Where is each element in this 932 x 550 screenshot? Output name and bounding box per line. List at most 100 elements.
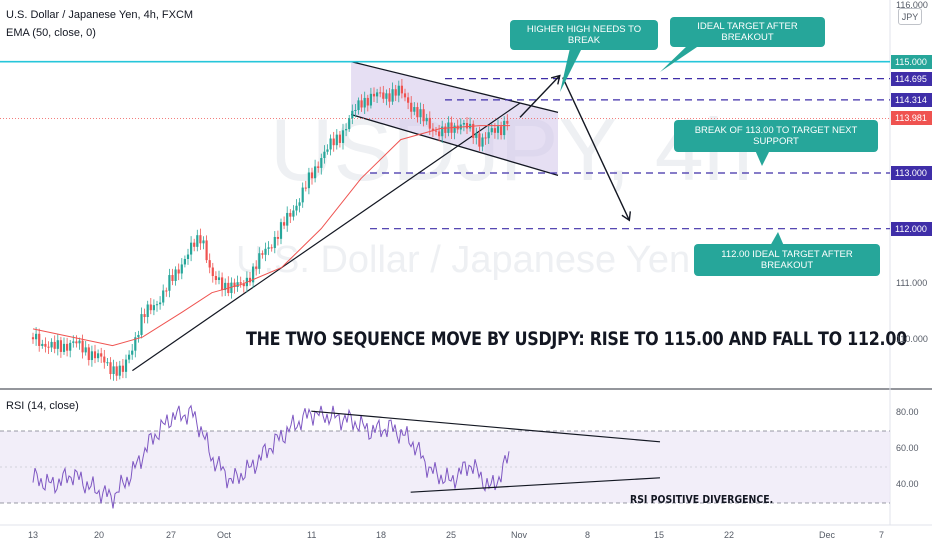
candle-body: [478, 133, 481, 147]
candle-body: [248, 277, 252, 283]
candle-body: [273, 236, 276, 249]
candle-body: [314, 166, 317, 179]
time-axis-tick: 20: [94, 530, 105, 540]
candle-body: [345, 129, 348, 131]
candle-body: [90, 351, 93, 361]
watermark-name: U.S. Dollar / Japanese Yen: [236, 239, 690, 281]
candle-body: [171, 275, 174, 281]
candle-body: [506, 120, 509, 124]
candle-body: [407, 97, 410, 103]
candle-body: [382, 92, 385, 99]
candle-body: [357, 100, 360, 111]
candle-body: [444, 126, 447, 133]
candle-body: [252, 266, 255, 283]
candle-body: [496, 126, 500, 133]
candle-body: [72, 341, 75, 343]
candle-body: [81, 340, 84, 353]
candle-body: [372, 93, 376, 97]
candle-body: [354, 110, 357, 112]
candle-body: [267, 247, 270, 249]
candle-body: [472, 123, 475, 138]
candle-body: [134, 337, 137, 351]
candle-body: [236, 282, 239, 287]
callout-break-113: BREAK OF 113.00 TO TARGET NEXT SUPPORT: [674, 120, 878, 152]
candle-body: [301, 187, 304, 203]
candle-body: [422, 109, 425, 122]
candle-body: [174, 269, 177, 281]
time-axis-tick: 8: [585, 530, 591, 540]
candle-body: [441, 126, 444, 137]
rsi-legend: RSI (14, close): [6, 400, 79, 412]
headline: THE TWO SEQUENCE MOVE BY USDJPY: RISE TO…: [246, 329, 907, 350]
ema-line: [32, 125, 511, 347]
price-pane: [0, 0, 890, 388]
candle-body: [490, 128, 493, 133]
candle-body: [379, 92, 382, 94]
candle-body: [31, 337, 35, 340]
candle-body: [298, 202, 301, 206]
candle-body: [221, 277, 224, 291]
time-axis-tick: 11: [307, 530, 317, 540]
candle-body: [38, 333, 41, 346]
price-tag-113.981: 113.981: [891, 111, 932, 126]
candle-body: [180, 264, 183, 274]
rsi-line: [32, 404, 510, 509]
candle-body: [131, 350, 134, 355]
channel-lower-line: [350, 113, 559, 176]
price-axis-tick: 111.000: [896, 278, 928, 289]
ema-legend: EMA (50, close, 0): [6, 27, 96, 39]
candle-body: [205, 240, 208, 261]
rsi-divergence-upper: [311, 410, 661, 443]
candle-body: [317, 166, 320, 168]
candle-body: [295, 205, 298, 211]
candle-body: [143, 314, 146, 318]
candle-body: [106, 362, 109, 364]
candle-body: [224, 282, 227, 291]
candle-body: [84, 347, 87, 353]
candle-body: [186, 254, 190, 259]
candle-body: [230, 282, 233, 294]
candle-body: [59, 340, 62, 352]
candle-body: [112, 366, 115, 375]
candle-body: [484, 137, 487, 139]
channel-upper-line: [350, 61, 559, 113]
candle-body: [121, 365, 124, 372]
candle-body: [438, 131, 441, 137]
candle-body: [152, 305, 155, 311]
candle-body: [87, 347, 90, 361]
projection-up-arrowhead: [550, 74, 561, 85]
callout-ideal-target: IDEAL TARGET AFTER BREAKOUT: [670, 17, 825, 47]
candle-body: [208, 260, 211, 268]
candle-body: [103, 356, 106, 363]
candle-body: [416, 107, 419, 118]
time-axis-tick: 22: [724, 530, 735, 540]
candle-body: [453, 125, 456, 133]
rsi-axis-tick: 80.00: [896, 407, 919, 417]
candle-body: [400, 85, 403, 94]
callout-pointer-higher-high: [560, 48, 582, 92]
candle-body: [202, 240, 205, 244]
currency-badge[interactable]: JPY: [898, 8, 922, 25]
candle-body: [137, 334, 140, 338]
candle-body: [292, 210, 295, 217]
candle-body: [465, 122, 469, 129]
time-axis-tick: 13: [28, 530, 39, 540]
candle-body: [69, 342, 72, 351]
candle-body: [329, 138, 332, 150]
candle-body: [149, 304, 152, 311]
time-axis-tick: 15: [654, 530, 665, 540]
candle-body: [279, 222, 283, 239]
candle-body: [62, 343, 66, 352]
price-axis-tick: 110.000: [896, 334, 928, 344]
candle-body: [394, 89, 397, 96]
candle-body: [500, 126, 503, 136]
candle-body: [360, 100, 363, 108]
time-axis-tick: 7: [879, 530, 885, 540]
candle-body: [283, 222, 286, 226]
candle-body: [264, 248, 267, 255]
candle-body: [196, 235, 199, 247]
price-axis-tick: 116.000: [896, 0, 928, 10]
candle-body: [276, 236, 279, 239]
price-tag-114.314: 114.314: [891, 92, 932, 107]
